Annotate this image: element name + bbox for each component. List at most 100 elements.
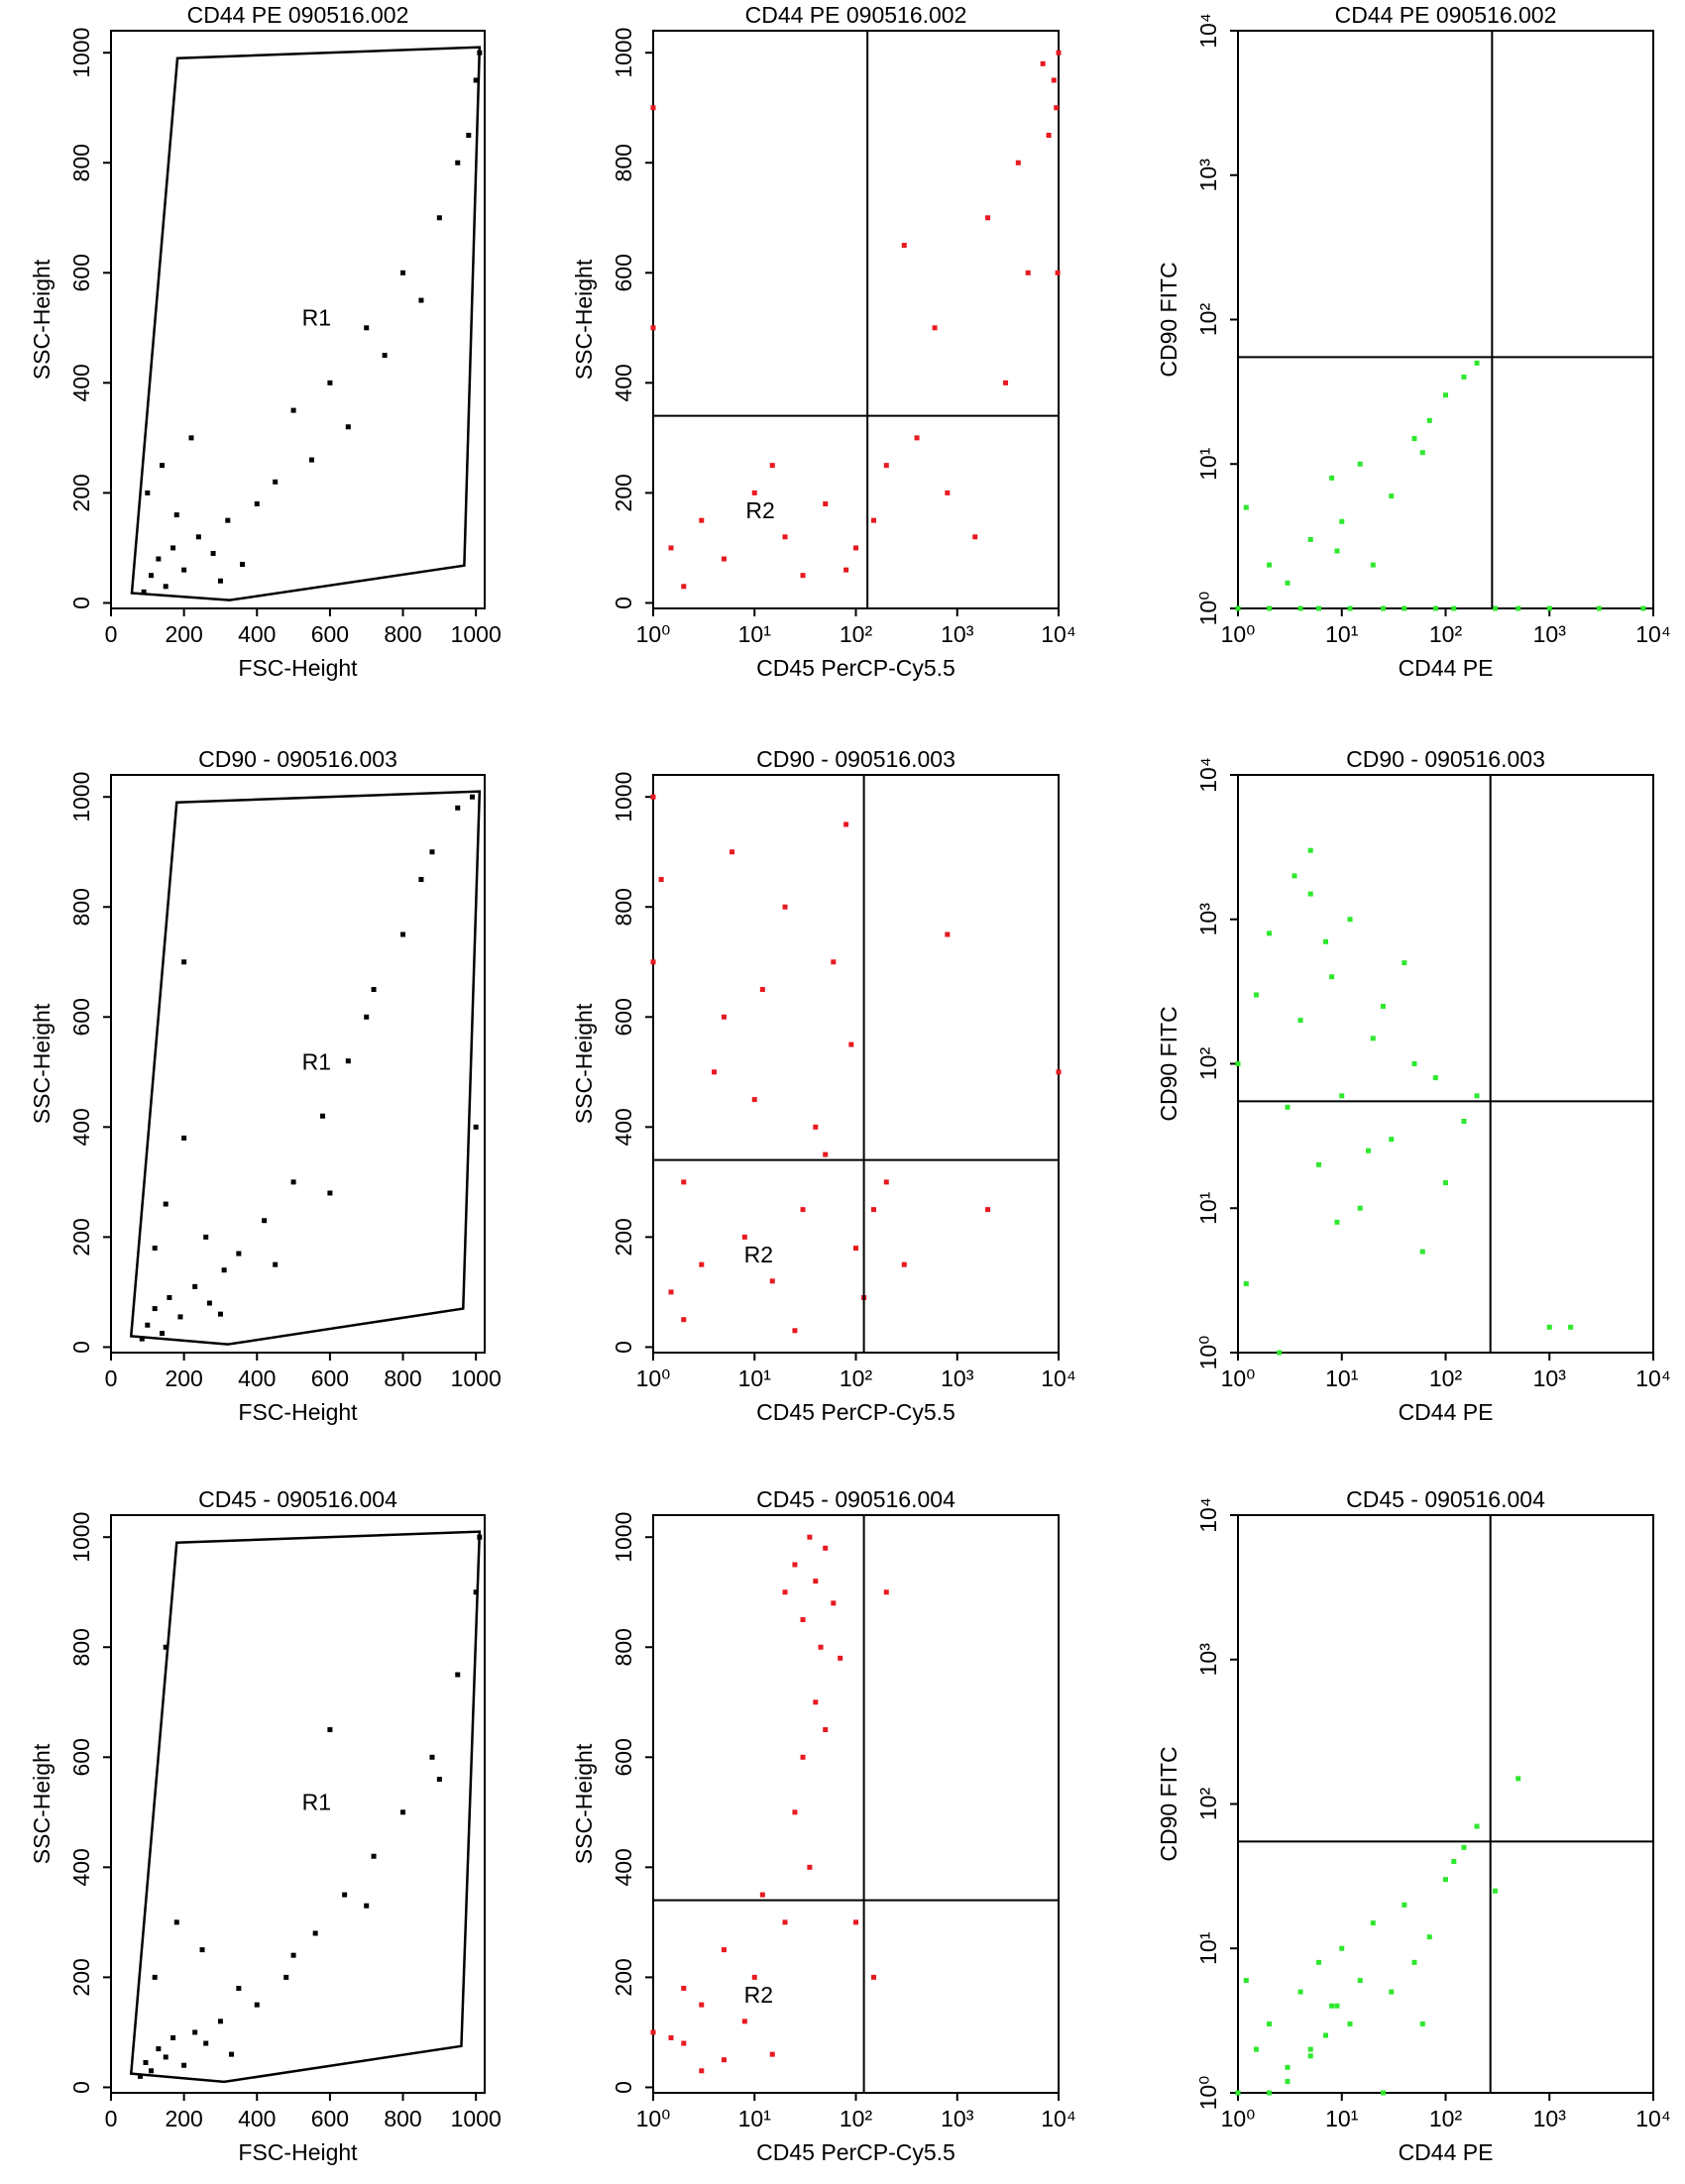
x-tick-label: 10⁰: [636, 621, 671, 647]
event-dot: [1380, 605, 1386, 611]
y-tick-label: 1000: [68, 772, 94, 822]
event-dot: [1474, 360, 1480, 366]
gate-label: R1: [302, 1790, 331, 1815]
event-dot: [1347, 2020, 1353, 2026]
event-dot: [418, 876, 424, 882]
event-dot: [1307, 2046, 1313, 2052]
event-dot: [1443, 1877, 1448, 1883]
event-dot: [327, 1727, 333, 1733]
y-tick-label: 600: [611, 1738, 636, 1776]
event-dot: [818, 1644, 824, 1650]
event-dot: [225, 517, 231, 523]
x-tick-label: 600: [311, 1365, 349, 1391]
event-dot: [883, 1179, 889, 1185]
event-dot: [1267, 562, 1273, 568]
y-tick-label: 200: [611, 1958, 636, 1996]
event-dot: [181, 959, 187, 965]
event-dot: [1432, 605, 1438, 611]
y-tick-label: 0: [611, 1341, 636, 1354]
event-dot: [345, 424, 351, 430]
event-dot: [473, 1589, 479, 1595]
event-dot: [1243, 1280, 1249, 1286]
y-tick-label: 1000: [68, 1512, 94, 1563]
event-dot: [173, 512, 179, 518]
plot-frame: [110, 774, 486, 1354]
event-dot: [681, 2040, 687, 2046]
event-dot: [312, 1930, 318, 1936]
event-dot: [455, 1672, 461, 1678]
x-tick-label: 400: [238, 2106, 276, 2131]
x-axis-label: FSC-Height: [238, 2139, 358, 2165]
y-tick-label: 800: [611, 144, 636, 181]
event-dot: [1025, 270, 1031, 275]
event-dot: [382, 353, 388, 359]
event-dot: [1516, 1776, 1521, 1782]
event-dot: [800, 1616, 806, 1622]
y-tick-label: 200: [68, 474, 94, 511]
event-dot: [148, 2068, 154, 2074]
y-tick-label: 600: [68, 998, 94, 1036]
y-axis-label: SSC-Height: [571, 259, 597, 380]
event-dot: [240, 562, 246, 568]
x-tick-label: 10²: [840, 1365, 873, 1391]
x-tick-label: 0: [105, 2106, 118, 2131]
x-tick-label: 10²: [1429, 2106, 1463, 2131]
event-dot: [668, 2034, 674, 2040]
event-dot: [139, 1336, 145, 1342]
chart-title: CD44 PE 090516.002: [745, 2, 967, 28]
y-axis-label: CD90 FITC: [1156, 1746, 1181, 1861]
y-axis-label: SSC-Height: [571, 1003, 597, 1124]
event-dot: [945, 931, 951, 937]
event-dot: [1054, 105, 1060, 111]
event-dot: [650, 2029, 656, 2035]
event-dot: [273, 479, 279, 485]
gate-label: R2: [744, 1982, 773, 2008]
event-dot: [217, 578, 223, 584]
event-dot: [473, 1124, 479, 1130]
event-dot: [1235, 1061, 1241, 1066]
event-dot: [1285, 1104, 1291, 1110]
event-dot: [1267, 605, 1273, 611]
event-dot: [364, 1903, 370, 1909]
event-dot: [1419, 450, 1425, 456]
y-tick-label: 800: [611, 888, 636, 926]
event-dot: [712, 1069, 718, 1075]
event-dot: [1316, 1959, 1322, 1965]
event-dot: [751, 490, 757, 495]
event-dot: [1316, 1161, 1322, 1167]
x-tick-label: 10²: [1429, 621, 1463, 647]
event-dot: [342, 1892, 348, 1898]
x-tick-label: 10⁰: [636, 2106, 671, 2131]
event-dot: [156, 556, 162, 562]
event-dot: [177, 1314, 183, 1320]
event-dot: [1329, 475, 1335, 481]
x-tick-label: 10⁰: [636, 1365, 671, 1391]
y-tick-label: 0: [68, 2081, 94, 2094]
event-dot: [1040, 60, 1046, 66]
y-tick-label: 200: [611, 1218, 636, 1256]
y-tick-label: 10¹: [1195, 1931, 1221, 1965]
plot-frame: [1237, 30, 1654, 609]
event-dot: [1419, 2020, 1425, 2026]
event-dot: [1046, 132, 1052, 138]
event-dot: [473, 77, 479, 83]
y-tick-label: 400: [611, 1108, 636, 1146]
plot-frame: [652, 774, 1060, 1354]
event-dot: [145, 1322, 151, 1328]
x-tick-label: 10³: [1533, 621, 1567, 647]
y-tick-label: 10³: [1195, 1643, 1221, 1677]
event-dot: [853, 1246, 858, 1252]
event-dot: [1329, 2003, 1335, 2009]
y-tick-label: 1000: [68, 28, 94, 78]
y-tick-label: 0: [611, 2081, 636, 2094]
x-tick-label: 10⁴: [1041, 1365, 1075, 1391]
event-dot: [741, 1234, 747, 1240]
chart-title: CD44 PE 090516.002: [187, 2, 409, 28]
event-dot: [823, 1151, 829, 1157]
x-tick-label: 200: [165, 2106, 202, 2131]
event-dot: [217, 2019, 223, 2024]
event-dot: [1411, 1959, 1417, 1965]
event-dot: [436, 1777, 442, 1783]
event-dot: [782, 1919, 788, 1925]
event-dot: [853, 545, 858, 551]
